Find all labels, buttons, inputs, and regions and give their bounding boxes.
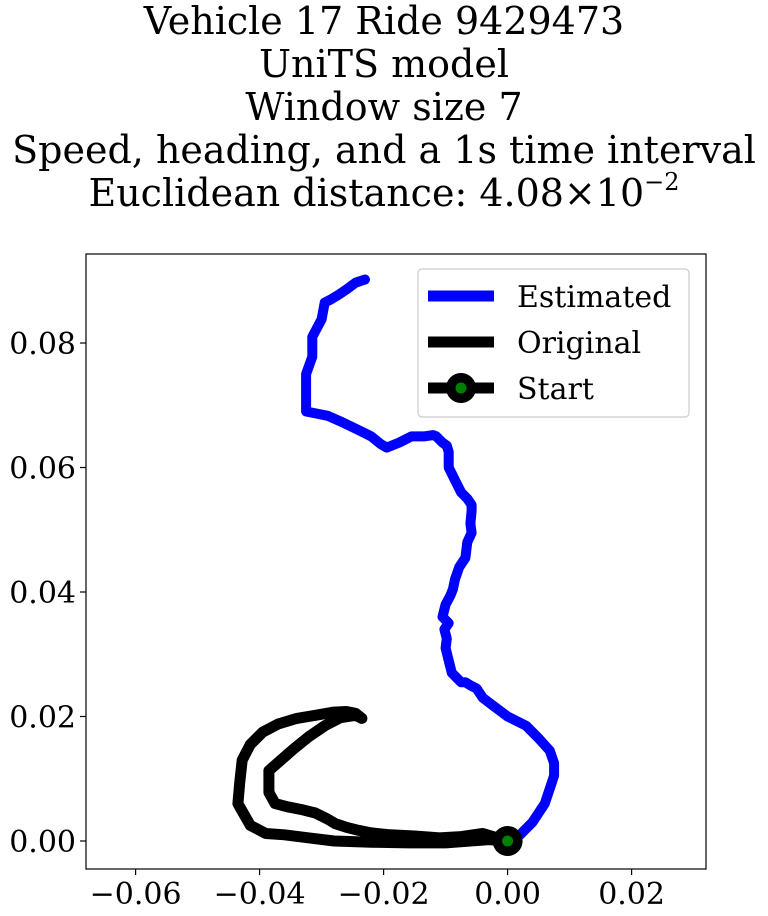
series-layer bbox=[232, 274, 560, 856]
legend-label: Original bbox=[517, 326, 641, 361]
legend-label: Start bbox=[517, 372, 594, 407]
legend-box bbox=[417, 268, 690, 418]
x-tick-label: −0.02 bbox=[338, 877, 430, 912]
legend: Estimated Original Start bbox=[417, 268, 690, 418]
x-tick-label: −0.06 bbox=[90, 877, 182, 912]
start-marker bbox=[492, 825, 523, 856]
x-tick-label: −0.04 bbox=[214, 877, 306, 912]
title-line-5: Euclidean distance: 4.08×10−2 bbox=[0, 170, 768, 215]
plot-frame bbox=[85, 253, 707, 870]
y-tick-label: 0.02 bbox=[9, 700, 76, 735]
chart-title: Vehicle 17 Ride 9429473 UniTS model Wind… bbox=[0, 0, 768, 215]
distance-base: 10 bbox=[595, 171, 645, 215]
legend-item-start: Start bbox=[428, 372, 594, 407]
title-line-3: Window size 7 bbox=[245, 85, 523, 129]
series-estimated-line bbox=[301, 274, 560, 846]
series-original-line bbox=[232, 706, 514, 849]
legend-item-estimated: Estimated bbox=[428, 280, 671, 315]
distance-text: Euclidean distance: 4.08 bbox=[88, 171, 564, 215]
y-tick-label: 0.00 bbox=[9, 825, 76, 860]
legend-item-original: Original bbox=[428, 326, 641, 361]
x-axis: −0.06 −0.04 −0.02 0.00 0.02 bbox=[90, 869, 665, 912]
legend-label: Estimated bbox=[517, 280, 671, 315]
title-line-2: UniTS model bbox=[259, 42, 509, 86]
legend-start-marker-inner bbox=[455, 382, 467, 394]
start-marker-inner bbox=[502, 835, 514, 847]
y-tick-label: 0.06 bbox=[9, 452, 76, 487]
title-line-1: Vehicle 17 Ride 9429473 bbox=[143, 0, 625, 43]
distance-times: × bbox=[563, 171, 596, 215]
title-line-4: Speed, heading, and a 1s time interval bbox=[12, 128, 756, 172]
y-tick-label: 0.08 bbox=[9, 327, 76, 362]
distance-exponent: −2 bbox=[644, 168, 680, 196]
x-tick-label: 0.02 bbox=[598, 877, 665, 912]
x-tick-label: 0.00 bbox=[474, 877, 541, 912]
y-tick-label: 0.04 bbox=[9, 576, 76, 611]
y-axis: 0.00 0.02 0.04 0.06 0.08 bbox=[9, 327, 86, 860]
